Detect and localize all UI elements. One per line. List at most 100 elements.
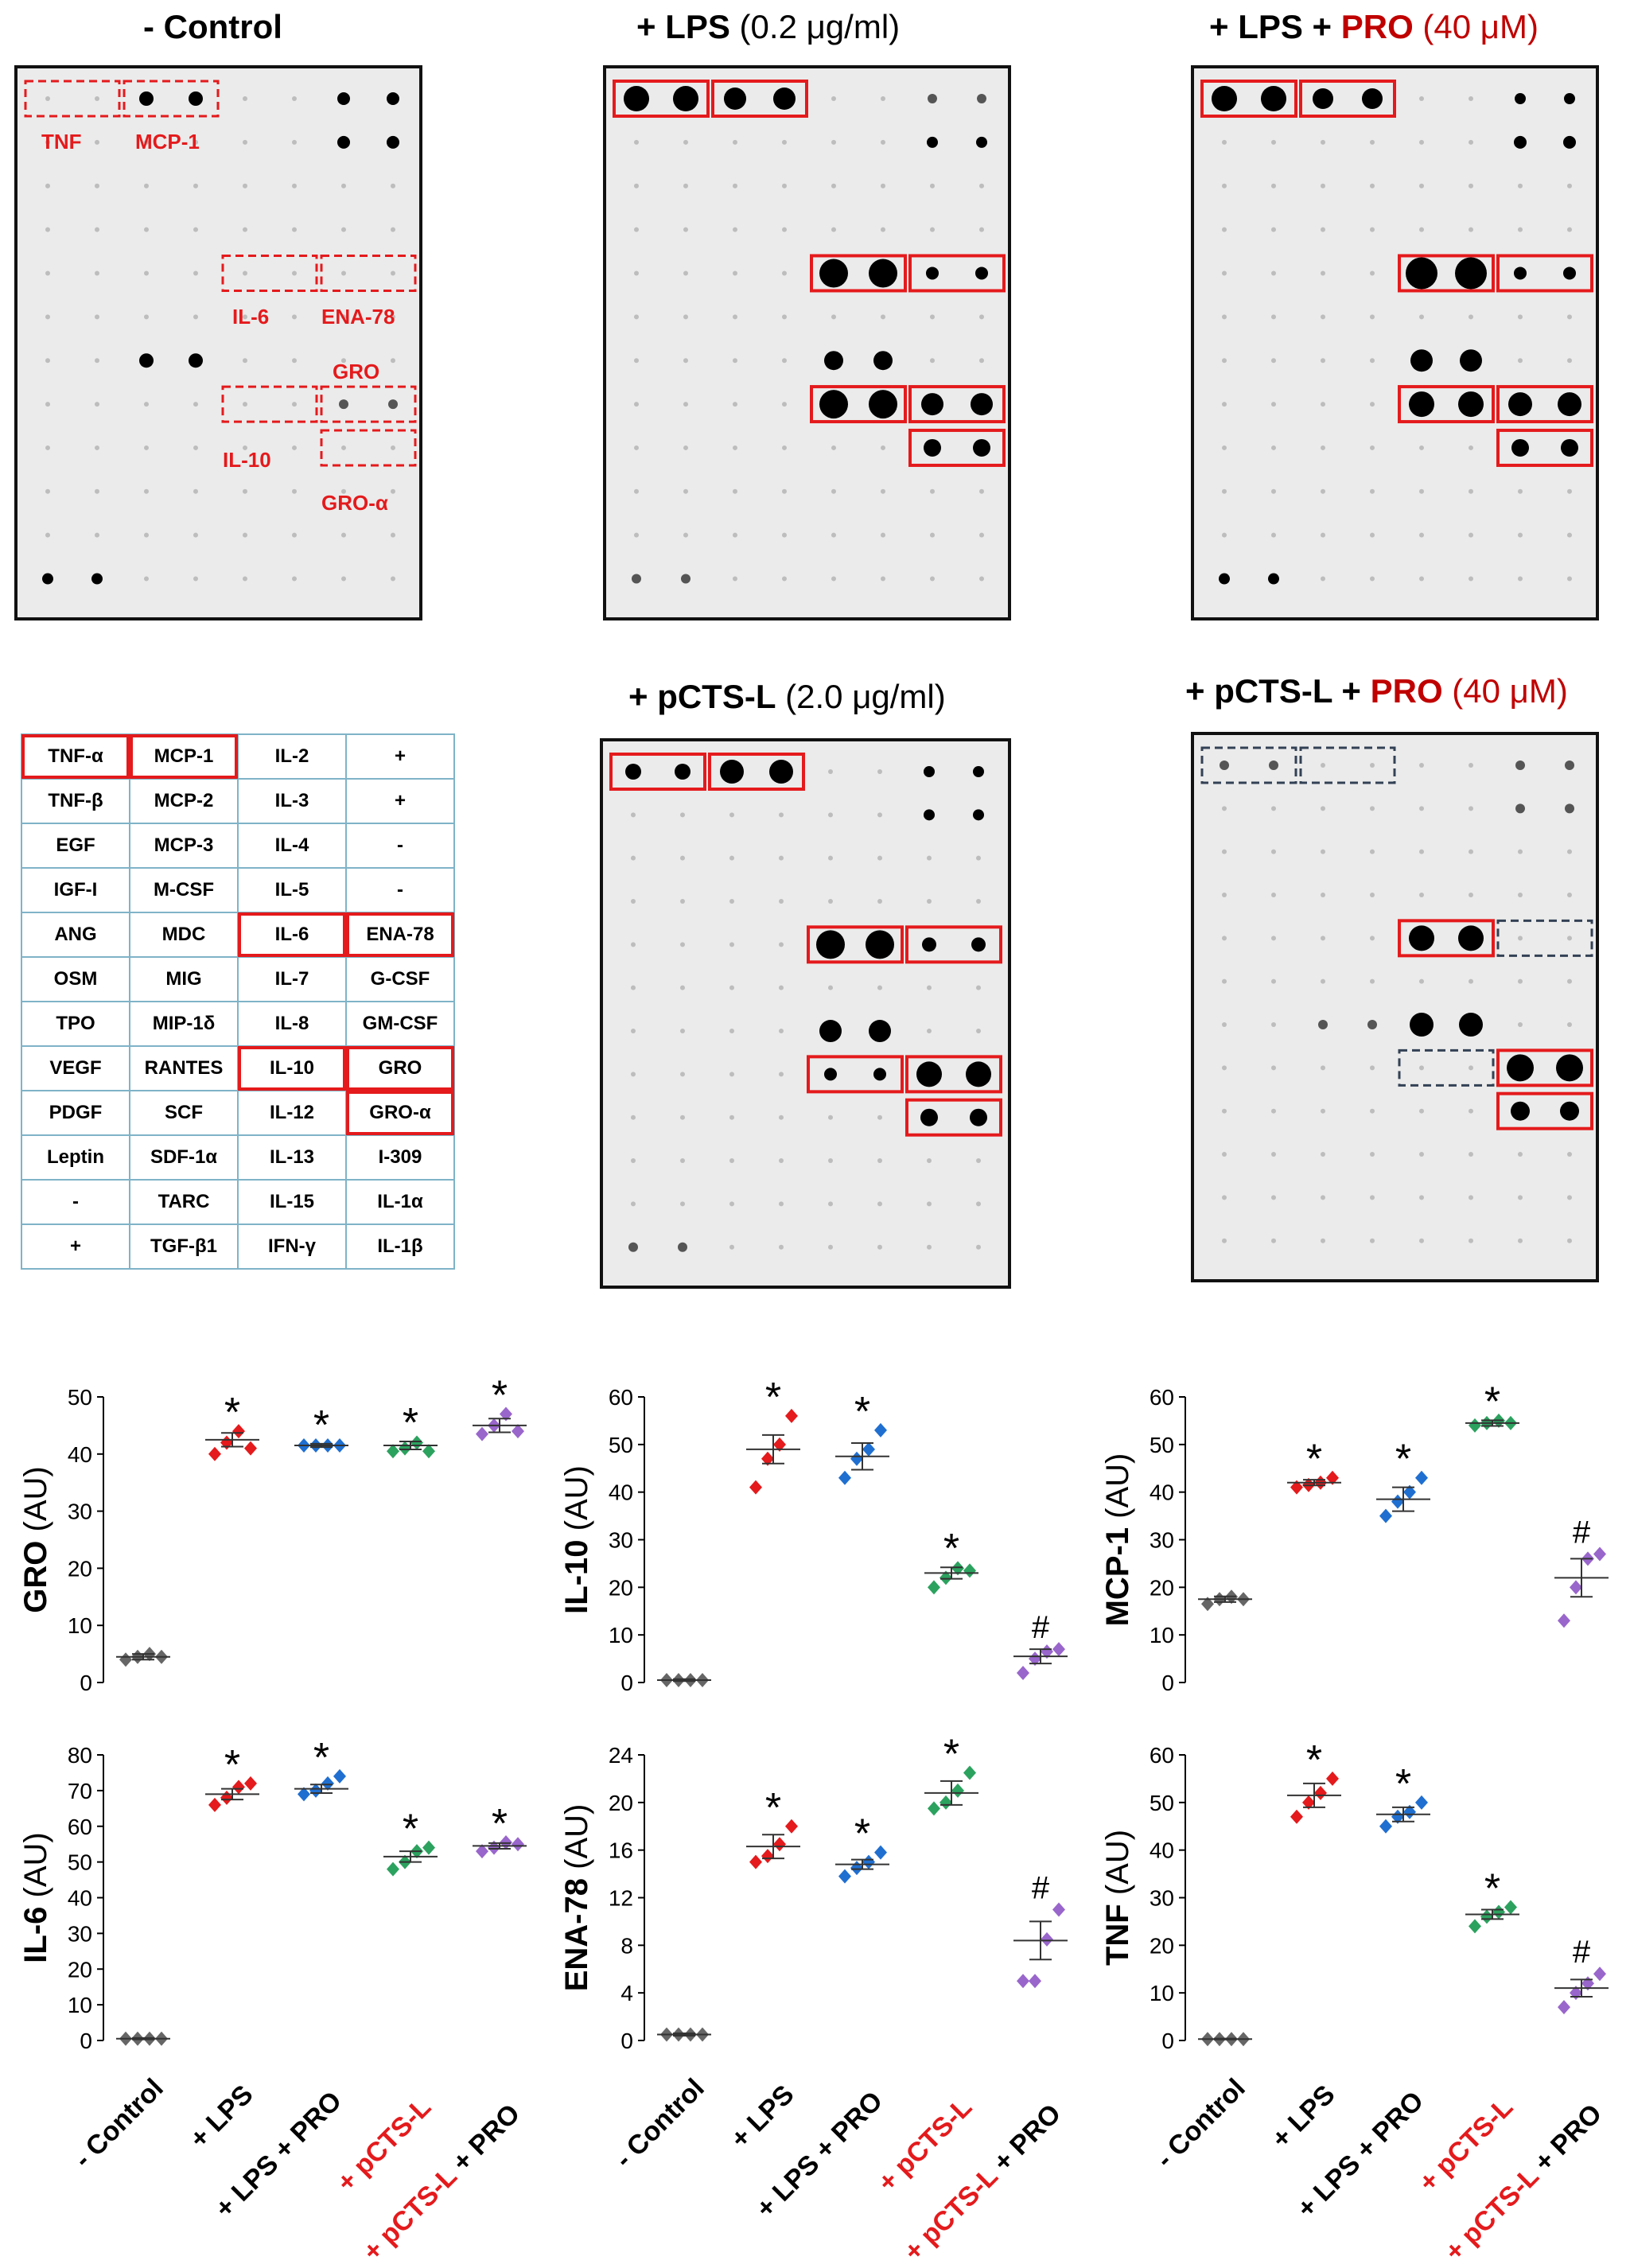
array-spot [927,136,938,148]
array-spot [1370,183,1375,189]
array-spot [634,139,639,145]
y-tick-label: 20 [609,1575,633,1600]
array-spot [1558,392,1581,417]
array-spot [881,139,885,145]
y-tick-label: 50 [1150,1791,1174,1815]
highlight-box [905,1055,1002,1094]
blot-lps-pro [1191,65,1599,620]
highlight-box [905,1098,1002,1137]
array-spot [631,1115,636,1120]
array-spot [1459,1013,1483,1037]
dashed-box [1200,746,1297,784]
layout-cell: MIG [129,956,239,1002]
chart-ena78: 0 4 8 12 16 20 24 ENA-78 (AU) * * * # [559,1734,1068,2052]
array-spot [193,402,198,407]
array-spot [1321,139,1325,145]
array-spot [634,445,639,450]
array-spot [292,402,297,407]
array-spot [387,135,399,149]
layout-cell: Leptin [21,1134,130,1181]
array-spot [1469,1065,1473,1071]
array-spot [924,809,935,821]
array-spot [683,139,688,145]
significance-mark: * [1484,1379,1500,1425]
data-point [1017,1974,1029,1989]
layout-cell: I-309 [345,1134,455,1181]
layout-cell: IL-6 [237,912,347,958]
array-spot [1514,135,1527,149]
array-spot [1271,1022,1276,1028]
highlight-box [1200,80,1297,118]
array-spot [1370,893,1375,898]
array-spot [1514,266,1527,280]
array-spot [1271,1238,1276,1243]
blot-dots [1200,746,1593,1243]
x-tick-label: + LPS [725,2079,800,2155]
array-spot [831,314,836,320]
y-tick-label: 24 [609,1743,633,1768]
label-groa: GRO-α [321,491,388,515]
data-point [1570,1986,1582,2001]
array-spot [819,1020,842,1043]
array-spot [828,855,833,861]
array-spot [924,438,941,457]
chart-mcp1: 0 10 20 30 40 50 60 MCP-1 (AU) * * * # [1100,1379,1609,1694]
array-spot [1455,257,1487,290]
layout-cell: PDGF [21,1090,130,1136]
array-spot [339,399,348,410]
array-spot [1271,358,1276,364]
array-spot [193,488,198,494]
array-spot [1564,93,1575,104]
array-spot [976,1244,981,1250]
layout-cell: VEGF [21,1045,130,1091]
layout-cell: + [345,733,455,780]
array-spot [1458,925,1484,951]
array-spot [979,314,984,320]
y-tick-label: 10 [68,1613,92,1638]
array-spot [1469,96,1473,101]
array-spot [782,576,787,582]
array-spot [1515,761,1525,770]
array-spot [391,358,395,364]
array-spot [733,139,737,145]
dashed-box [123,80,220,118]
array-spot [1469,1108,1473,1114]
blot-lps [603,65,1011,620]
array-spot [1567,1152,1572,1157]
array-spot [341,227,346,232]
data-point [838,1869,851,1884]
data-point [333,1768,346,1784]
array-spot [1271,936,1276,941]
array-spot [45,445,50,450]
array-spot [45,402,50,407]
data-point [1558,1613,1570,1628]
title-lps: + LPS (0.2 μg/ml) [636,8,901,45]
array-spot [877,812,882,818]
y-tick-label: 16 [609,1838,633,1863]
array-spot [45,270,50,276]
array-spot [1469,532,1473,538]
y-tick-label: 70 [68,1779,92,1803]
data-point [1492,1904,1505,1920]
significance-mark: * [854,1811,870,1858]
array-spot [1419,1152,1424,1157]
y-tick-label: 10 [68,1993,92,2017]
y-tick-label: 0 [80,1671,92,1694]
array-spot [95,270,99,276]
chart-tnf: 0 10 20 30 40 50 60 TNF (AU) * * * # [1100,1737,1609,2052]
array-spot [95,402,99,407]
x-tick-label: + LPS [184,2079,259,2155]
array-spot [1419,763,1424,768]
array-spot [1222,270,1227,276]
data-point [928,1801,940,1816]
data-point [119,1652,132,1667]
data-point [749,1854,762,1869]
array-spot [628,1242,638,1252]
array-spot [1511,438,1529,457]
data-point [500,1406,512,1422]
data-point [785,1819,798,1834]
array-spot [1370,445,1375,450]
layout-row: OSM MIG IL-7 G-CSF [21,956,455,1002]
significance-mark: * [403,1807,418,1853]
array-spot [979,183,984,189]
